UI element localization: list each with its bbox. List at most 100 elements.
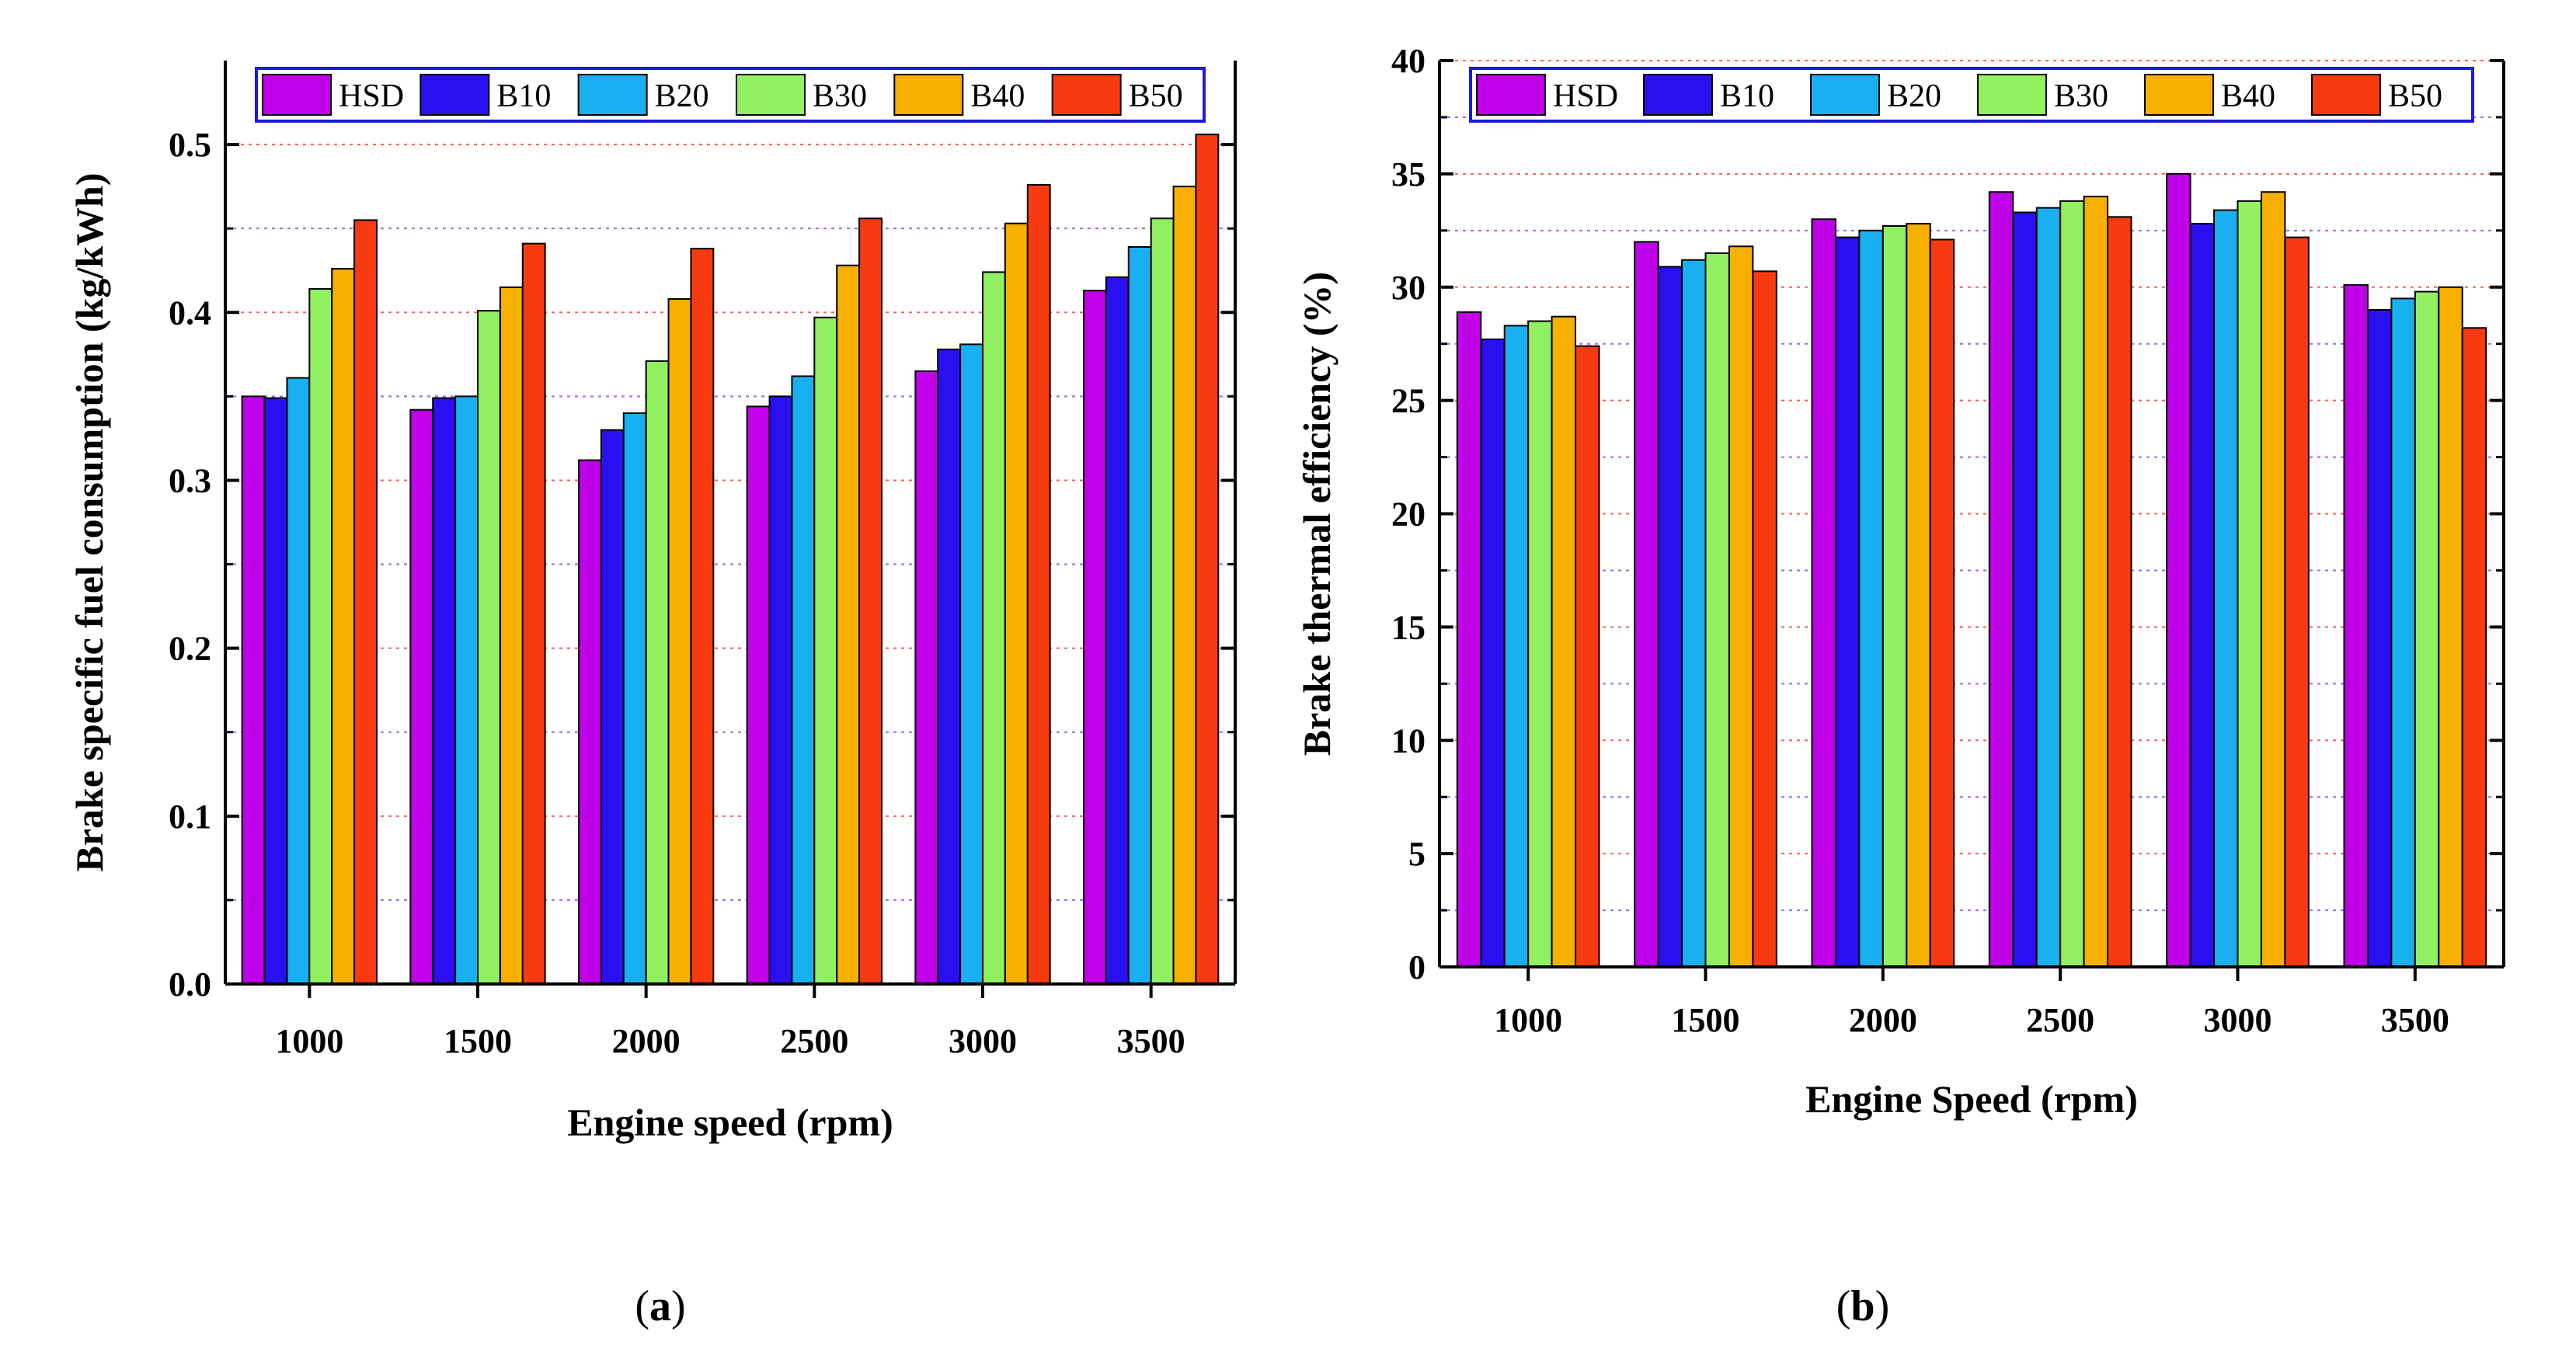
bar-b40-1500 xyxy=(1728,245,1754,968)
bar-b10-3000 xyxy=(937,348,962,986)
x-axis-label: Engine Speed (rpm) xyxy=(1805,1077,2138,1121)
bar-b20-2500 xyxy=(791,375,816,985)
bar-b20-1500 xyxy=(1681,259,1707,968)
bar-b30-3500 xyxy=(2414,290,2440,968)
legend-label-b40: B40 xyxy=(970,78,1025,114)
bar-hsd-3500 xyxy=(2343,283,2369,968)
panel-caption: (a) xyxy=(635,1282,685,1330)
legend-swatch-b50 xyxy=(2311,74,2381,116)
bar-b30-3500 xyxy=(1150,217,1175,985)
bar-b20-3500 xyxy=(1127,245,1152,986)
bar-b20-1000 xyxy=(1503,325,1530,968)
legend-label-b20: B20 xyxy=(1887,78,1941,114)
bar-hsd-3500 xyxy=(1083,290,1107,986)
bar-b50-3500 xyxy=(2461,327,2487,968)
legend-label-hsd: HSD xyxy=(339,78,404,114)
x-tick-label-3000: 3000 xyxy=(949,1022,1017,1060)
bar-b40-3500 xyxy=(1172,186,1197,986)
bar-b40-3500 xyxy=(2438,286,2463,968)
bar-b50-2500 xyxy=(858,217,882,985)
legend-swatch-b10 xyxy=(419,74,490,116)
bar-b40-2000 xyxy=(667,297,692,985)
legend-label-b10: B10 xyxy=(1720,78,1774,114)
y-tick-label: 15 xyxy=(1391,608,1426,646)
bar-b10-3000 xyxy=(2189,223,2216,968)
bar-b20-3000 xyxy=(959,343,983,985)
bar-b20-3500 xyxy=(2390,297,2416,968)
bar-b50-2500 xyxy=(2107,216,2132,968)
bar-b10-3500 xyxy=(1105,276,1130,985)
bar-hsd-3000 xyxy=(914,370,939,986)
y-tick-label: 0.0 xyxy=(169,965,211,1003)
bar-hsd-1500 xyxy=(409,409,434,985)
y-tick-label: 0.5 xyxy=(169,126,211,164)
legend-box xyxy=(255,67,1206,123)
x-tick-label-2000: 2000 xyxy=(612,1022,681,1060)
bar-hsd-2500 xyxy=(746,405,771,985)
y-tick-label: 25 xyxy=(1391,382,1426,420)
bar-b50-1000 xyxy=(353,219,378,985)
bar-b40-1000 xyxy=(331,268,356,986)
legend-label-b20: B20 xyxy=(655,78,709,114)
bar-b20-2500 xyxy=(2035,207,2062,968)
y-tick-label: 0.4 xyxy=(169,294,211,332)
legend-swatch-b20 xyxy=(1810,74,1880,116)
bar-b10-2000 xyxy=(600,429,625,985)
bar-b20-1000 xyxy=(286,377,311,986)
bar-b30-3000 xyxy=(2237,200,2262,968)
bar-hsd-1000 xyxy=(241,395,266,985)
legend-label-b50: B50 xyxy=(2388,78,2442,114)
bar-b50-3000 xyxy=(2284,236,2310,968)
legend-swatch-b40 xyxy=(2144,74,2214,116)
bar-b40-1500 xyxy=(499,286,524,985)
bar-hsd-2000 xyxy=(578,459,602,985)
y-tick-label: 0 xyxy=(1408,948,1426,986)
legend-label-b30: B30 xyxy=(2054,78,2108,114)
bar-b10-1000 xyxy=(263,397,288,985)
y-tick-label: 0.1 xyxy=(169,798,211,836)
x-tick-label-3500: 3500 xyxy=(2381,1001,2449,1039)
bar-hsd-2500 xyxy=(1988,191,2014,968)
panel-caption: (b) xyxy=(1836,1282,1889,1330)
bar-b50-3000 xyxy=(1026,183,1051,986)
bar-b10-3500 xyxy=(2366,308,2393,968)
bar-b30-2500 xyxy=(2059,200,2085,968)
bar-hsd-2000 xyxy=(1811,218,1836,968)
bar-b40-3000 xyxy=(1004,222,1029,985)
legend: HSD B10 B20 B30 B40 B50 xyxy=(1469,67,2474,123)
bar-b40-2500 xyxy=(836,264,861,985)
legend-swatch-b10 xyxy=(1643,74,1713,116)
legend-box xyxy=(1469,67,2474,123)
bar-b50-1500 xyxy=(521,242,546,985)
bar-hsd-1000 xyxy=(1456,311,1482,968)
legend-swatch-b30 xyxy=(1977,74,2047,116)
bar-b40-2000 xyxy=(1906,223,1931,968)
x-axis-label: Engine speed (rpm) xyxy=(567,1101,893,1144)
x-tick-label-1000: 1000 xyxy=(275,1022,343,1060)
legend-label-b40: B40 xyxy=(2221,78,2275,114)
bar-b30-1000 xyxy=(1527,320,1553,968)
bar-b10-1500 xyxy=(432,397,457,985)
y-tick-label: 30 xyxy=(1391,269,1426,307)
legend-swatch-hsd xyxy=(262,74,332,116)
bar-b30-2000 xyxy=(1882,224,1908,968)
y-tick-label: 40 xyxy=(1391,42,1426,80)
bar-b40-3000 xyxy=(2260,191,2286,968)
y-tick-label: 35 xyxy=(1391,155,1426,193)
legend-swatch-b50 xyxy=(1051,74,1122,116)
y-tick-label: 10 xyxy=(1391,722,1426,760)
bar-b50-3500 xyxy=(1195,134,1220,985)
chart-panel-a: 0.0 0.1 0.2 0.3 0.4 0.5 1000 1500 2000 2500 3000 35… xyxy=(68,61,1237,1330)
bar-b20-3000 xyxy=(2213,209,2239,968)
legend-swatch-b30 xyxy=(736,74,806,116)
bar-b40-1000 xyxy=(1551,315,1577,968)
x-tick-label-2500: 2500 xyxy=(2026,1001,2094,1039)
bar-b10-1000 xyxy=(1480,338,1506,968)
bar-b30-2000 xyxy=(645,360,670,985)
y-tick-label: 5 xyxy=(1408,835,1426,873)
bar-b50-1500 xyxy=(1752,270,1777,968)
x-tick-label-2500: 2500 xyxy=(780,1022,848,1060)
y-tick-label: 0.3 xyxy=(169,461,211,499)
y-tick-label: 0.2 xyxy=(169,630,211,668)
